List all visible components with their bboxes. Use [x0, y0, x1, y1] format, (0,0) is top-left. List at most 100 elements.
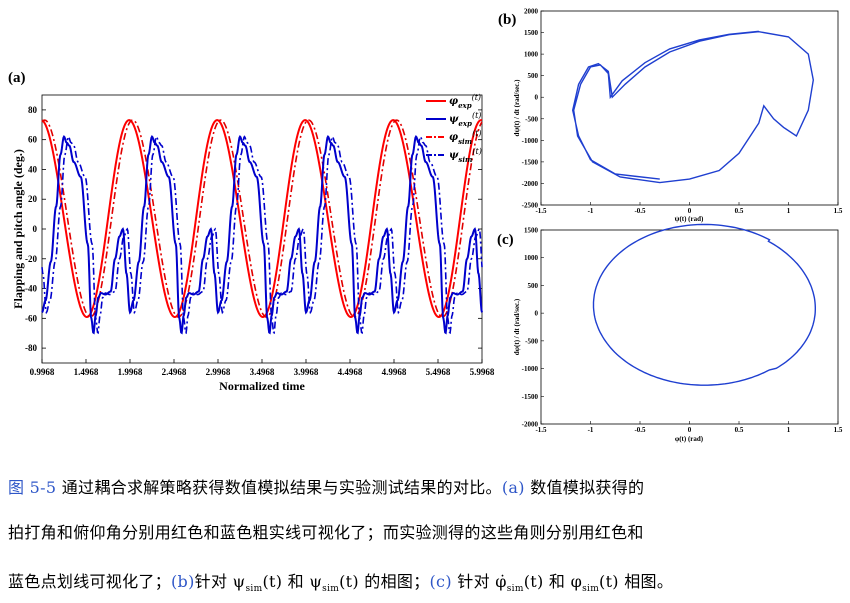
- legend-label: φsim(t): [449, 129, 482, 146]
- plot-a-xlabel: Normalized time: [219, 379, 305, 393]
- y-tick-label: -40: [25, 284, 37, 294]
- series-phi-exp: [41, 119, 483, 319]
- series-psi-sim: [41, 135, 483, 335]
- plot-a-ylabel: Flapping and pitch angle (deg.): [11, 149, 25, 309]
- x-tick-label: 0: [688, 426, 692, 434]
- y-tick-label: -2500: [522, 202, 539, 210]
- x-tick-label: 0.5: [735, 426, 744, 434]
- x-tick-label: -1.5: [535, 207, 547, 215]
- caption-ref-a: (a): [501, 478, 525, 497]
- y-tick-label: 500: [528, 72, 539, 80]
- x-tick-label: 1.9968: [118, 367, 143, 377]
- caption-line-2: 拍打角和俯仰角分别用红色和蓝色粗实线可视化了；而实验测得的这些角则分别用红色和: [8, 523, 644, 542]
- y-tick-label: 1000: [524, 254, 539, 262]
- y-tick-label: -500: [525, 115, 538, 123]
- plot-b-frame: [540, 10, 839, 206]
- plot-a-x-ticks: 0.9968 1.4968 1.9968 2.4968 2.9968 3.4968 3.99…: [30, 359, 495, 377]
- y-tick-label: -2000: [522, 180, 539, 188]
- y-tick-label: 1500: [524, 29, 539, 37]
- panel-b: (b) 2000 1500 1000 500 0 -500 -1000 -1500 -2000 -…: [498, 8, 843, 224]
- caption-ref-b: (b): [171, 572, 195, 591]
- plot-c-x-ticks: -1.5 -1 -0.5 0 0.5 1 1.5: [535, 421, 843, 434]
- caption-text-3a: 蓝色点划线可视化了；: [8, 572, 172, 591]
- x-tick-label: 2.4968: [162, 367, 187, 377]
- x-tick-label: 4.4968: [338, 367, 363, 377]
- plot-a-legend: φexp(t)ψexp(t)φsim(t)ψsim(t): [426, 93, 482, 164]
- y-tick-label: -500: [525, 337, 538, 345]
- plot-b-y-ticks: 2000 1500 1000 500 0 -500 -1000 -1500 -2000 -2500: [522, 8, 544, 210]
- y-tick-label: 80: [28, 105, 38, 115]
- x-tick-label: -1: [588, 426, 594, 434]
- y-tick-label: 0: [535, 310, 539, 318]
- plot-a-y-ticks: 80 60 40 20 0 -20 -40 -60 -80: [25, 105, 482, 353]
- y-tick-label: 60: [28, 135, 38, 145]
- y-tick-label: 1000: [524, 51, 539, 59]
- y-tick-label: 0: [33, 224, 38, 234]
- x-tick-label: 3.9968: [294, 367, 319, 377]
- x-tick-label: -1.5: [535, 426, 547, 434]
- y-tick-label: 20: [28, 194, 38, 204]
- caption-text-3e: (t) 和 ψ: [262, 572, 323, 591]
- caption-line-1: 图 5-5 通过耦合求解策略获得数值模拟结果与实验测试结果的对比。(a) 数值模…: [8, 474, 644, 498]
- plot-c-phase-curve: [592, 223, 816, 386]
- plot-b-ylabel: dψ(t) / dt (rad/sec.): [513, 79, 521, 137]
- figure-number: 图 5-5: [8, 478, 57, 497]
- caption-text-3i: 针对 φ̇: [457, 572, 507, 591]
- plot-a-series: [41, 119, 483, 335]
- x-tick-label: 0: [688, 207, 692, 215]
- y-tick-label: 2000: [524, 8, 539, 16]
- y-tick-label: 500: [528, 282, 539, 290]
- x-tick-label: 2.9968: [206, 367, 231, 377]
- series-psi-exp: [41, 134, 483, 335]
- x-tick-label: 1.5: [834, 207, 843, 215]
- panel-c: (c) 1500 1000 500 0 -500 -1000 -1500 -2000 -1.5…: [497, 223, 843, 443]
- x-tick-label: 5.4968: [426, 367, 451, 377]
- x-tick-label: 1.4968: [74, 367, 99, 377]
- x-tick-label: 4.9968: [382, 367, 407, 377]
- caption-sub-2: sim: [322, 584, 340, 595]
- panel-a-label: (a): [8, 70, 26, 86]
- x-tick-label: -1: [588, 207, 594, 215]
- caption-ref-c: (c): [429, 572, 452, 591]
- caption-text-3c: 针对 ψ: [194, 572, 246, 591]
- y-tick-label: -1000: [522, 137, 539, 145]
- caption-text-1: 通过耦合求解策略获得数值模拟结果与实验测试结果的对比。: [61, 478, 502, 497]
- legend-label: ψsim(t): [449, 147, 482, 164]
- x-tick-label: 1.5: [834, 426, 843, 434]
- caption-sub-1: sim: [245, 584, 263, 595]
- x-tick-label: 0.9968: [30, 367, 55, 377]
- plot-b-xlabel: ψ(t) (rad): [675, 215, 704, 223]
- caption-sub-4: sim: [582, 584, 600, 595]
- y-tick-label: -80: [25, 343, 37, 353]
- x-tick-label: 0.5: [735, 207, 744, 215]
- x-tick-label: 5.9968: [470, 367, 495, 377]
- plot-b-x-ticks: -1.5 -1 -0.5 0 0.5 1 1.5: [535, 202, 843, 215]
- y-tick-label: -1500: [522, 393, 539, 401]
- y-tick-label: -1500: [522, 158, 539, 166]
- x-tick-label: 1: [787, 426, 791, 434]
- plot-c-xlabel: φ(t) (rad): [675, 435, 704, 443]
- series-phi-sim: [41, 119, 483, 318]
- panel-b-label: (b): [498, 12, 516, 28]
- caption-text-1b: 数值模拟获得的: [530, 478, 645, 497]
- panel-a: (a) 80 60 40 20 0 -20 -40 -60 -80 0.9968 1.4968 1.…: [8, 70, 495, 393]
- legend-label: ψexp(t): [449, 111, 481, 128]
- y-tick-label: -1000: [522, 365, 539, 373]
- x-tick-label: 3.4968: [250, 367, 275, 377]
- legend-label: φexp(t): [449, 93, 481, 110]
- plot-c-ylabel: dφ(t) / dt (rad/sec.): [513, 298, 521, 355]
- caption-sub-3: sim: [506, 584, 524, 595]
- y-tick-label: -2000: [522, 421, 539, 429]
- y-tick-label: 0: [535, 94, 539, 102]
- y-tick-label: 1500: [524, 227, 539, 235]
- caption-text-3g: (t) 的相图；: [339, 572, 430, 591]
- x-tick-label: -0.5: [634, 207, 646, 215]
- x-tick-label: -0.5: [634, 426, 646, 434]
- y-tick-label: -20: [25, 254, 37, 264]
- y-tick-label: -60: [25, 313, 37, 323]
- plot-b-phase-curve: [571, 30, 815, 184]
- plot-c-y-ticks: 1500 1000 500 0 -500 -1000 -1500 -2000: [522, 227, 544, 429]
- y-tick-label: 40: [28, 164, 38, 174]
- caption-text-3k: (t) 和 φ: [523, 572, 583, 591]
